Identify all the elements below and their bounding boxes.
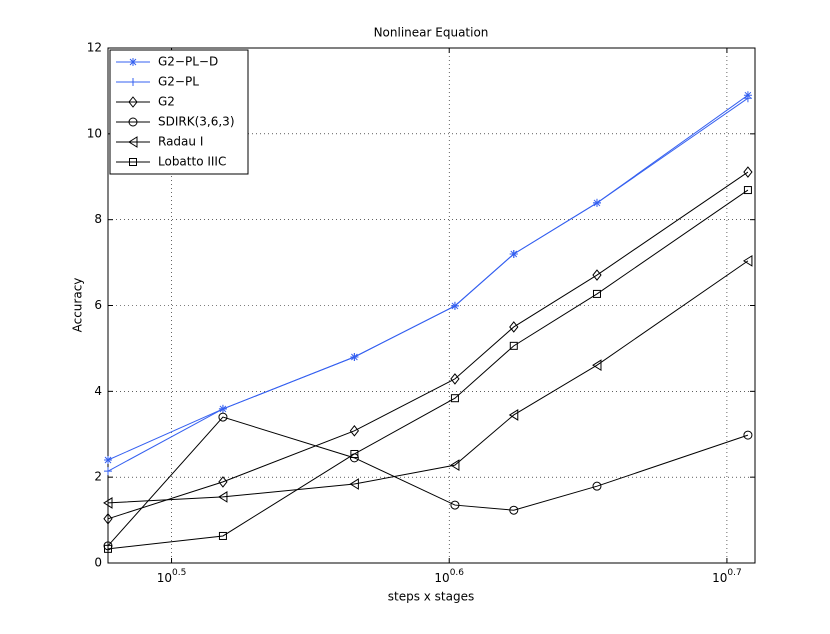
marker — [592, 198, 601, 207]
marker — [592, 269, 602, 281]
legend-label: Radau I — [158, 135, 203, 149]
y-axis-label: Accuracy — [71, 278, 85, 333]
marker — [128, 117, 138, 127]
marker — [449, 459, 460, 472]
marker — [509, 321, 519, 333]
marker — [450, 373, 460, 385]
chart-title: Nonlinear Equation — [374, 26, 489, 40]
tick-exponent: 0.6 — [450, 568, 465, 578]
marker — [218, 531, 227, 540]
marker — [350, 353, 359, 361]
tick-base: 10 — [157, 571, 172, 585]
series-line — [107, 416, 749, 547]
marker — [129, 58, 137, 66]
marker — [592, 359, 602, 372]
marker — [349, 478, 359, 490]
marker — [509, 505, 519, 515]
series-line — [107, 260, 749, 504]
marker — [104, 544, 112, 553]
legend-label: SDIRK(3,6,3) — [158, 115, 235, 129]
y-tick-label: 12 — [87, 41, 102, 55]
marker — [218, 476, 228, 488]
tick-exponent: 0.7 — [727, 568, 741, 578]
plot-frame — [107, 47, 756, 564]
y-tick-label: 4 — [94, 384, 102, 398]
y-tick-label: 0 — [94, 556, 102, 570]
marker — [103, 512, 113, 525]
tick-base: 10 — [712, 571, 727, 585]
marker — [592, 481, 602, 491]
marker — [509, 250, 518, 258]
x-tick-label: 100.7 — [712, 568, 742, 585]
marker — [508, 409, 519, 421]
y-tick-label: 2 — [94, 470, 102, 484]
marker — [104, 456, 112, 464]
marker — [129, 158, 137, 166]
marker — [218, 404, 227, 413]
marker — [450, 394, 459, 403]
marker — [349, 425, 360, 437]
marker — [218, 412, 228, 422]
x-tick-label: 100.6 — [434, 568, 464, 585]
marker — [350, 449, 359, 458]
marker — [450, 301, 459, 310]
marker — [450, 500, 460, 510]
marker — [743, 166, 753, 178]
marker — [743, 94, 752, 103]
marker — [129, 78, 137, 86]
x-tick-label: 100.5 — [157, 568, 187, 585]
legend-label: Lobatto IIIC — [158, 155, 226, 169]
marker — [128, 96, 138, 108]
y-tick-label: 8 — [94, 212, 102, 226]
marker — [217, 491, 228, 503]
marker — [743, 186, 752, 195]
legend-box — [109, 49, 249, 175]
legend-label: G2−PL — [158, 75, 199, 89]
series-line — [107, 189, 749, 550]
marker — [592, 289, 601, 298]
tick-exponent: 0.5 — [172, 568, 186, 578]
series-line — [107, 171, 749, 520]
tick-base: 10 — [434, 571, 449, 585]
y-tick-label: 6 — [94, 298, 102, 312]
marker — [743, 430, 753, 440]
legend-label: G2 — [158, 95, 175, 109]
legend-label: G2−PL−D — [158, 55, 218, 69]
marker — [128, 136, 138, 148]
marker — [104, 467, 112, 476]
marker — [103, 497, 113, 509]
marker — [509, 341, 518, 350]
marker — [742, 254, 753, 267]
x-axis-label: steps x stages — [388, 590, 475, 604]
y-tick-label: 10 — [87, 126, 102, 140]
